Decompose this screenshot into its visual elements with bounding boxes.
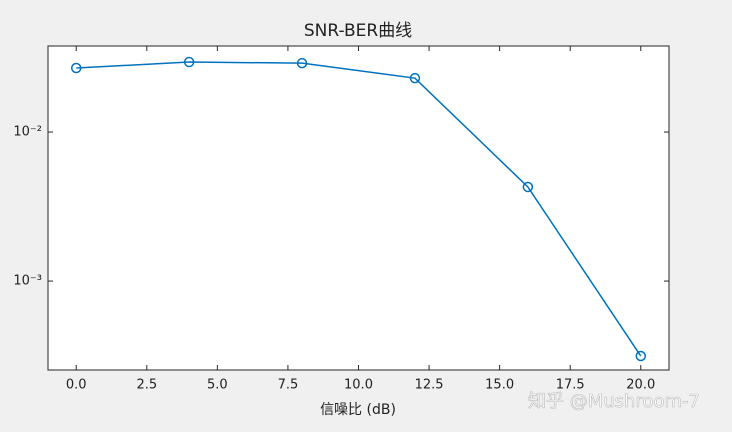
chart-title: SNR-BER曲线 [304,21,412,41]
marker [635,350,647,362]
x-axis-label: 信噪比 (dB) [320,402,396,418]
y-tick-label: 10⁻² [13,125,42,140]
x-tick-label: 15.0 [485,378,514,393]
marker [522,181,534,193]
marker [70,62,82,74]
marker [409,72,421,84]
x-tick-label: 12.5 [415,378,444,393]
series-line [76,61,642,357]
x-tick-label: 7.5 [278,378,299,393]
watermark: 知乎 @Mushroom-7 [528,391,700,412]
y-tick-label: 10⁻³ [13,274,42,289]
marker [296,57,308,69]
x-tick-label: 10.0 [344,378,373,393]
x-tick-label: 17.5 [556,378,585,393]
x-tick-label: 0.0 [66,378,87,393]
marker [183,56,195,68]
x-tick-label: 2.5 [136,378,157,393]
x-tick-label: 5.0 [207,378,228,393]
x-tick-label: 20.0 [626,378,655,393]
plot-area [47,45,670,371]
